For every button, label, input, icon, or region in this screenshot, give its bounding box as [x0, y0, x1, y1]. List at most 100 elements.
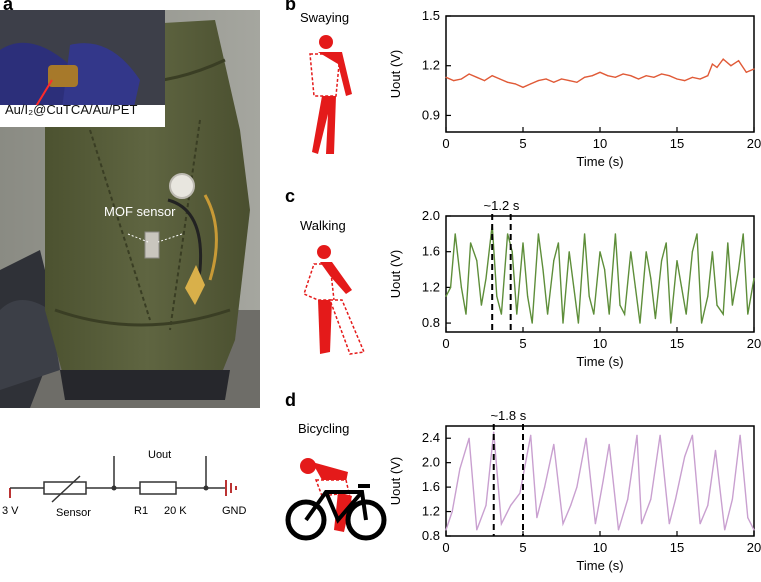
- walking-figure-icon: [303, 245, 366, 355]
- data-point: [722, 313, 724, 315]
- sensor-resistor: [43, 481, 87, 495]
- data-point: [676, 78, 678, 80]
- data-point: [645, 75, 647, 77]
- data-point: [476, 529, 478, 531]
- data-point: [493, 431, 495, 433]
- panel-b-letter: b: [285, 0, 296, 14]
- y-axis-label: Uout (V): [388, 50, 403, 98]
- bicycling-label: Bicycling: [298, 421, 350, 436]
- data-point: [645, 251, 647, 253]
- data-point: [696, 233, 698, 235]
- data-point: [585, 437, 587, 439]
- data-point: [510, 504, 512, 506]
- data-point: [691, 76, 693, 78]
- data-point: [553, 81, 555, 83]
- data-point: [507, 81, 509, 83]
- data-point: [536, 517, 538, 519]
- data-point: [668, 523, 670, 525]
- data-point: [445, 529, 447, 531]
- data-point: [562, 322, 564, 324]
- data-point: [674, 498, 677, 500]
- data-point: [544, 486, 546, 488]
- data-point: [650, 498, 652, 500]
- data-point: [707, 75, 709, 77]
- data-point: [753, 529, 755, 531]
- x-axis-label: Time (s): [576, 154, 623, 169]
- y-tick-label: 1.6: [422, 479, 440, 494]
- data-point: [568, 251, 570, 253]
- data-point: [614, 76, 616, 78]
- data-point: [753, 68, 755, 70]
- data-point: [701, 322, 703, 324]
- data-point: [516, 313, 518, 315]
- x-tick-label: 10: [593, 336, 607, 351]
- data-point: [676, 260, 678, 262]
- variable-arrow: [51, 475, 81, 503]
- data-point: [562, 523, 564, 525]
- data-point: [707, 295, 709, 297]
- data-point: [691, 434, 693, 436]
- data-point: [630, 75, 632, 77]
- data-point: [599, 251, 601, 253]
- data-point: [711, 63, 713, 65]
- data-point: [731, 498, 733, 500]
- data-point: [476, 76, 478, 78]
- data-point: [542, 268, 544, 271]
- data-point: [584, 76, 586, 78]
- data-point: [727, 242, 729, 244]
- y-tick-label: 1.2: [422, 279, 440, 294]
- r1-resistor: [139, 481, 177, 495]
- x-tick-label: 5: [519, 336, 526, 351]
- data-point: [577, 322, 579, 324]
- data-point: [661, 260, 663, 262]
- data-point: [699, 523, 701, 525]
- data-point: [460, 78, 462, 80]
- data-point: [485, 504, 487, 506]
- data-point: [576, 486, 578, 488]
- data-point: [496, 295, 498, 297]
- data-point: [483, 80, 486, 82]
- data-point: [614, 233, 616, 235]
- data-point: [584, 233, 586, 235]
- data-point: [450, 286, 452, 288]
- panel-d-letter: d: [285, 390, 296, 410]
- y-axis-label: Uout (V): [388, 250, 403, 298]
- data-point: [459, 468, 461, 470]
- y-tick-label: 2.0: [422, 455, 440, 470]
- x-tick-label: 20: [747, 540, 761, 555]
- data-point: [716, 66, 718, 68]
- data-point: [627, 498, 629, 500]
- data-point: [480, 304, 482, 306]
- data-point: [668, 75, 670, 77]
- x-tick-label: 15: [670, 336, 684, 351]
- x-tick-label: 15: [670, 136, 684, 151]
- data-point: [553, 443, 555, 445]
- data-point: [691, 251, 693, 253]
- data-point: [636, 434, 638, 436]
- panel-a-letter: a: [3, 0, 14, 14]
- x-tick-label: 0: [442, 136, 449, 151]
- data-point: [470, 242, 472, 244]
- data-point: [634, 286, 636, 288]
- data-point: [624, 313, 626, 315]
- data-point: [553, 260, 555, 262]
- data-point: [547, 313, 549, 315]
- data-point: [445, 76, 447, 78]
- data-point: [570, 504, 572, 506]
- y-axis-label: Uout (V): [388, 457, 403, 505]
- black-wire: [167, 198, 203, 296]
- data-point: [531, 322, 533, 324]
- data-point: [707, 504, 709, 506]
- data-point: [747, 517, 749, 519]
- data-point: [653, 76, 655, 78]
- snap-button: [169, 173, 195, 199]
- data-point: [722, 58, 724, 60]
- glove-right: [60, 43, 140, 125]
- data-point: [599, 71, 601, 73]
- data-point: [500, 523, 502, 525]
- data-point: [607, 75, 609, 77]
- x-axis-label: Time (s): [576, 558, 623, 573]
- data-point: [568, 80, 570, 82]
- mof-sensor-device: [144, 231, 160, 259]
- data-point: [522, 242, 524, 244]
